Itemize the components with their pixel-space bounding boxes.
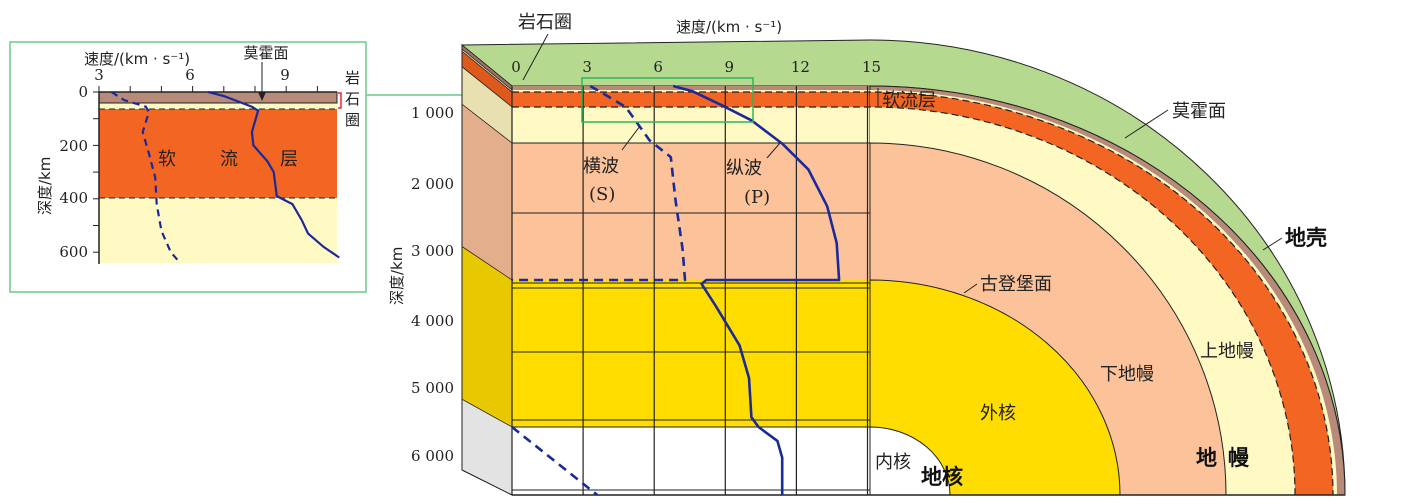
crust-pointer — [1262, 237, 1283, 251]
main-x-axis-label: 速度/(km · s⁻¹) — [676, 18, 782, 36]
main-x-tick: 15 — [862, 58, 881, 76]
inset-asthenosphere — [99, 109, 337, 198]
main-x-tick: 0 — [511, 58, 521, 76]
main-y-tick: 5 000 — [411, 379, 454, 397]
p-wave-curve — [672, 84, 841, 495]
lithosphere-label: 岩石圈 — [518, 12, 572, 33]
inset-asthenosphere-char: 软 — [158, 149, 176, 170]
inset-moho-label: 莫霍面 — [243, 44, 288, 62]
s-wave-label: 横波 — [583, 156, 619, 177]
moho-pointer — [1124, 109, 1169, 139]
main-y-tick: 4 000 — [411, 312, 454, 330]
inset-x-tick: 6 — [185, 66, 195, 84]
front-asthenosphere — [512, 92, 870, 107]
front-upper-mantle — [512, 107, 870, 143]
moho-label: 莫霍面 — [1172, 101, 1226, 122]
inset-x-tick: 9 — [280, 66, 290, 84]
front-crust — [512, 86, 870, 90]
asthenosphere-label: 软流层 — [882, 90, 936, 111]
lower-mantle-label: 下地幔 — [1100, 364, 1154, 385]
s-wave-pointer — [621, 125, 641, 151]
asthenosphere-dashed-boundary — [512, 106, 1296, 496]
inset-y-axis-label: 深度/km — [36, 157, 54, 215]
main-x-tick: 6 — [653, 58, 663, 76]
crust-label: 地壳 — [1285, 225, 1327, 250]
front-inner-core — [512, 427, 870, 495]
inset-y-tick: 400 — [59, 189, 88, 207]
inset-y-tick: 0 — [78, 83, 88, 101]
inset-lithosphere-bracket — [338, 92, 342, 109]
inset-lithosphere-char: 圈 — [345, 111, 360, 129]
core-label: 地核 — [921, 464, 963, 489]
lithosphere-pointer — [522, 33, 549, 81]
main-x-tick: 12 — [791, 58, 810, 76]
main-y-tick: 2 000 — [411, 175, 454, 193]
inset-x-tick: 3 — [94, 66, 104, 84]
inset-chart: 速度/(km · s⁻¹) 3 6 9 0 200 400 600 深度/km … — [9, 41, 367, 293]
zoom-region-box — [581, 77, 754, 123]
outer-core-label: 外核 — [980, 403, 1016, 424]
s-wave-symbol: (S) — [589, 184, 615, 205]
upper-mantle-label: 上地幔 — [1200, 341, 1254, 362]
p-wave-pointer — [766, 142, 781, 159]
main-y-tick: 3 000 — [411, 242, 454, 260]
inner-core-arc — [869, 426, 951, 496]
mantle-label-char: 地 — [1196, 445, 1217, 470]
earth-block — [460, 39, 1346, 496]
inner-core-label: 内核 — [875, 452, 911, 473]
main-y-tick: 6 000 — [411, 447, 454, 465]
inset-asthenosphere-char: 层 — [280, 149, 298, 170]
outer-core-arc — [869, 279, 1121, 496]
inset-y-tick: 200 — [59, 137, 88, 155]
gutenberg-pointer — [963, 283, 978, 294]
inset-x-axis-label: 速度/(km · s⁻¹) — [84, 50, 190, 68]
s-wave-curve — [512, 84, 687, 282]
main-y-axis-label: 深度/km — [388, 247, 406, 305]
main-x-tick: 9 — [725, 58, 735, 76]
p-wave-symbol: (P) — [744, 187, 770, 208]
front-lower-mantle — [512, 143, 870, 280]
arrow-head-icon — [258, 92, 266, 101]
main-y-tick: 1 000 — [411, 104, 454, 122]
p-wave-label: 纵波 — [726, 158, 762, 179]
inset-y-tick: 600 — [59, 243, 88, 261]
inset-p-wave-curve — [207, 90, 340, 259]
inset-s-wave-curve — [110, 91, 181, 264]
mantle-label-char: 幔 — [1228, 445, 1250, 470]
front-outer-core — [512, 280, 870, 427]
asthenosphere-dashed-boundary — [512, 91, 1334, 496]
gutenberg-label: 古登堡面 — [980, 274, 1052, 295]
inset-lithosphere-char: 石 — [345, 90, 360, 108]
inset-lithosphere-char: 岩 — [345, 69, 360, 87]
side-edge — [461, 469, 513, 496]
main-x-tick: 3 — [582, 58, 592, 76]
s-wave-inner-core-curve — [511, 425, 599, 497]
inset-asthenosphere-char: 流 — [220, 149, 238, 170]
